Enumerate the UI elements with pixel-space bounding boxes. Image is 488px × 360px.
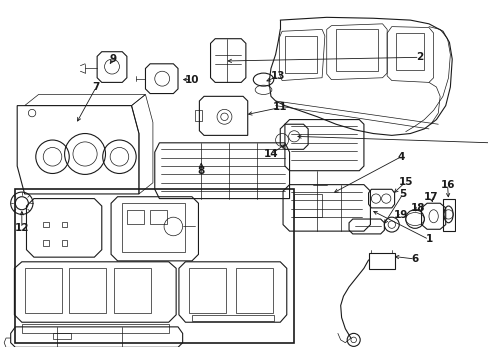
Text: 18: 18: [410, 203, 424, 213]
Bar: [15, 189, 294, 343]
Text: 1: 1: [425, 234, 432, 244]
Bar: [194, 110, 202, 121]
Text: 6: 6: [410, 254, 418, 264]
Bar: [335, 30, 377, 71]
Bar: [122, 203, 185, 252]
Text: 16: 16: [439, 180, 454, 190]
Bar: [22, 324, 168, 333]
Text: 12: 12: [15, 223, 29, 233]
Bar: [61, 240, 67, 246]
Bar: [126, 210, 143, 224]
Text: 3: 3: [487, 138, 488, 148]
Text: 7: 7: [92, 82, 100, 92]
Text: 2: 2: [415, 52, 423, 62]
Text: 13: 13: [271, 71, 285, 81]
Bar: [294, 194, 322, 217]
Bar: [396, 33, 424, 70]
Text: 15: 15: [398, 177, 412, 187]
Bar: [43, 222, 49, 228]
Bar: [235, 268, 272, 313]
Text: 4: 4: [397, 152, 404, 162]
Text: 17: 17: [423, 192, 437, 202]
Text: 14: 14: [263, 149, 278, 159]
Bar: [114, 268, 151, 313]
Text: 11: 11: [272, 103, 287, 112]
Bar: [150, 210, 166, 224]
Bar: [24, 268, 61, 313]
Bar: [43, 240, 49, 246]
Bar: [189, 268, 226, 313]
Bar: [52, 333, 71, 339]
Text: 10: 10: [184, 75, 199, 85]
Bar: [61, 222, 67, 228]
Text: 19: 19: [393, 210, 407, 220]
Text: 5: 5: [399, 189, 406, 199]
Text: 8: 8: [197, 166, 204, 176]
Text: 9: 9: [109, 54, 116, 64]
Bar: [69, 268, 106, 313]
Bar: [368, 252, 394, 269]
Bar: [192, 315, 273, 321]
Bar: [285, 36, 317, 73]
